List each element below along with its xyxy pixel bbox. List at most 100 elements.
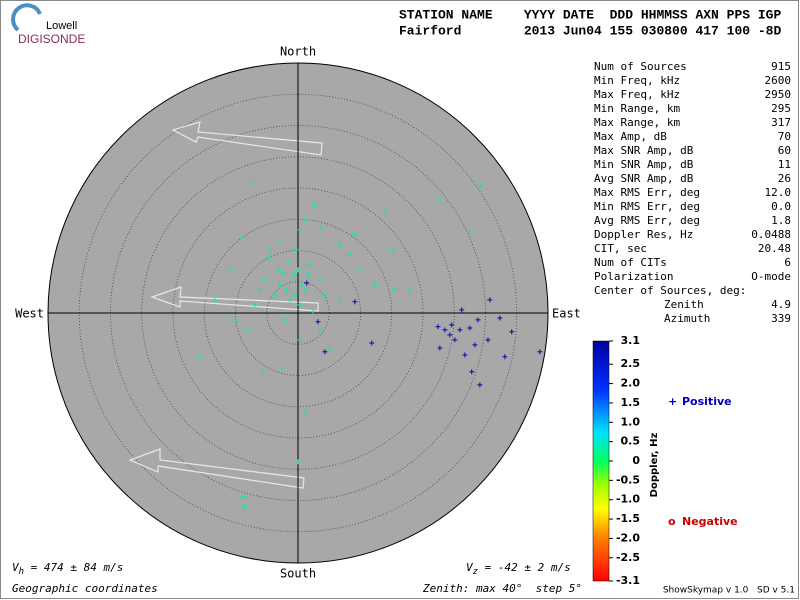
source-point [357, 267, 363, 273]
source-point [295, 459, 301, 465]
legend-label: Positive [682, 395, 732, 408]
source-point [437, 345, 443, 351]
source-point [284, 287, 290, 293]
source-point [537, 349, 543, 355]
source-point [502, 354, 508, 360]
source-point [382, 209, 388, 215]
source-point [322, 292, 328, 298]
stat-value: 12.0 [765, 186, 792, 199]
stat-value: 6 [784, 256, 791, 269]
stat-value: O-mode [751, 270, 791, 283]
source-point [435, 197, 441, 203]
zenith-text: Zenith: max 40° step 5° [422, 582, 582, 595]
colorbar-tick-label: 3.1 [621, 334, 641, 347]
source-point [352, 299, 358, 305]
stat-value: 0.0488 [751, 228, 791, 241]
source-point [265, 255, 271, 261]
version-text: ShowSkymap v 1.0 SD v 5.1 [663, 586, 795, 596]
source-point [239, 235, 245, 241]
stat-value: 317 [771, 116, 791, 129]
source-point [259, 369, 265, 375]
stat-value: 2600 [765, 74, 792, 87]
center-value: 339 [771, 312, 791, 325]
source-point [449, 322, 455, 328]
stat-value: 70 [778, 130, 791, 143]
vz-value: = -42 ± 2 m/s [478, 561, 571, 574]
source-point [469, 369, 475, 375]
source-point [327, 347, 333, 353]
vh-sub: h [19, 567, 24, 577]
vh-value: = 474 ± 84 m/s [24, 561, 123, 574]
stat-label: Max SNR Amp, dB [594, 144, 694, 157]
source-point [301, 217, 307, 223]
source-point [297, 302, 303, 308]
source-point [289, 279, 295, 285]
stat-value: 2950 [765, 88, 792, 101]
source-point [472, 342, 478, 348]
stat-value: 26 [778, 172, 791, 185]
source-point [240, 494, 246, 500]
source-point [407, 287, 413, 293]
source-point [307, 262, 313, 268]
vz-text: Vz = -42 ± 2 m/s [466, 561, 571, 577]
stat-label: Polarization [594, 270, 673, 283]
source-point [197, 353, 203, 359]
source-point [292, 272, 298, 278]
stat-label: Avg SNR Amp, dB [594, 172, 694, 185]
stat-value: 1.8 [771, 214, 791, 227]
stat-label: Min Range, km [594, 102, 680, 115]
stat-label: Min Freq, kHz [594, 74, 680, 87]
stat-label: Max RMS Err, deg [594, 186, 700, 199]
colorbar-tick-label: 2.5 [621, 357, 641, 370]
source-point [485, 337, 491, 343]
source-point [280, 270, 286, 276]
source-point [302, 287, 308, 293]
legend-marker: + [668, 395, 677, 408]
source-point [277, 237, 283, 243]
colorbar-tick-label: -1.5 [616, 512, 640, 525]
vz-symbol: V [466, 561, 474, 574]
source-point [304, 280, 310, 286]
vh-text: Vh = 474 ± 84 m/s [12, 561, 123, 577]
south-label: South [280, 567, 316, 581]
source-point [315, 319, 321, 325]
source-point [245, 327, 251, 333]
center-value: 4.9 [771, 298, 791, 311]
colorbar-tick-label: 2.0 [621, 377, 641, 390]
colorbar-tick-label: 0.5 [621, 435, 641, 448]
source-point [390, 247, 396, 253]
stat-label: Min SNR Amp, dB [594, 158, 694, 171]
source-point [435, 324, 441, 330]
vz-sub: z [473, 567, 478, 577]
legend-marker: o [668, 515, 676, 528]
header-labels: STATION NAME YYYY DATE DDD HHMMSS AXN PP… [399, 7, 781, 22]
stat-value: 11 [778, 158, 791, 171]
source-point [337, 297, 343, 303]
source-point [317, 327, 323, 333]
source-point [297, 227, 303, 233]
colorbar-label: Doppler, Hz [649, 433, 660, 498]
source-point [467, 325, 473, 331]
source-point [257, 287, 263, 293]
legend-label: Negative [682, 515, 738, 528]
source-point [392, 287, 398, 293]
source-point [322, 349, 328, 355]
source-point [477, 183, 483, 189]
source-point [372, 282, 378, 288]
colorbar-tick-label: -2.5 [616, 551, 640, 564]
north-label: North [280, 45, 316, 59]
stat-label: Max Freq, kHz [594, 88, 680, 101]
colorbar-tick-label: 1.5 [621, 396, 641, 409]
source-point [232, 317, 238, 323]
source-point [369, 340, 375, 346]
source-point [509, 329, 515, 335]
source-point [279, 365, 285, 371]
source-point [467, 229, 473, 235]
source-point [248, 179, 254, 185]
source-point [347, 252, 353, 258]
source-point [462, 352, 468, 358]
source-point [262, 277, 268, 283]
source-point [227, 267, 233, 273]
